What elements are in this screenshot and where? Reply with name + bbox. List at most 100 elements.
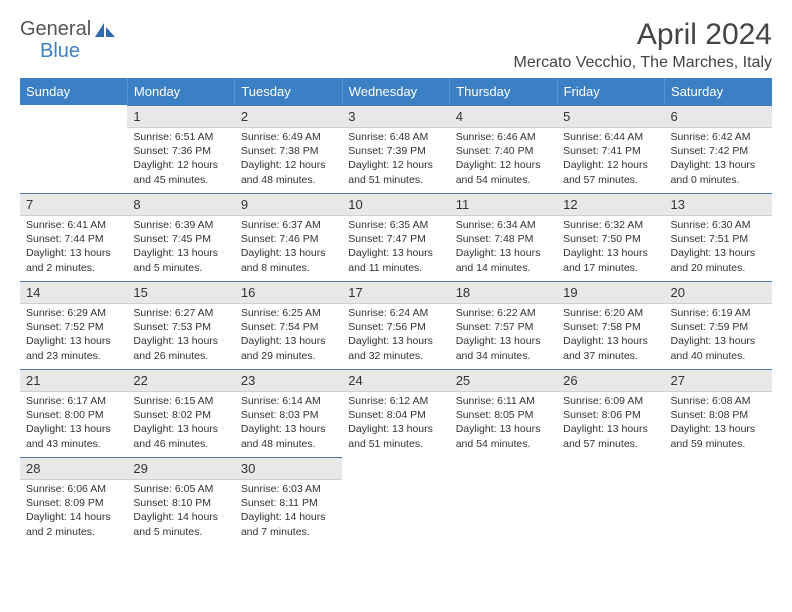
sunrise-line: Sunrise: 6:51 AM (133, 130, 228, 144)
calendar-day-cell: 25Sunrise: 6:11 AMSunset: 8:05 PMDayligh… (450, 369, 557, 457)
day-details: Sunrise: 6:20 AMSunset: 7:58 PMDaylight:… (557, 304, 664, 367)
calendar-week-row: 28Sunrise: 6:06 AMSunset: 8:09 PMDayligh… (20, 457, 772, 545)
sunset-line: Sunset: 8:11 PM (241, 496, 336, 510)
weekday-header: Saturday (665, 78, 772, 105)
day-details: Sunrise: 6:12 AMSunset: 8:04 PMDaylight:… (342, 392, 449, 455)
sunset-line: Sunset: 7:36 PM (133, 144, 228, 158)
sunset-line: Sunset: 7:40 PM (456, 144, 551, 158)
calendar-week-row: 7Sunrise: 6:41 AMSunset: 7:44 PMDaylight… (20, 193, 772, 281)
day-details: Sunrise: 6:17 AMSunset: 8:00 PMDaylight:… (20, 392, 127, 455)
sunset-line: Sunset: 8:06 PM (563, 408, 658, 422)
day-details: Sunrise: 6:19 AMSunset: 7:59 PMDaylight:… (665, 304, 772, 367)
day-number: 4 (450, 105, 557, 128)
daylight-line: Daylight: 13 hours and 32 minutes. (348, 334, 443, 362)
calendar-day-cell: 3Sunrise: 6:48 AMSunset: 7:39 PMDaylight… (342, 105, 449, 193)
weekday-header: Monday (127, 78, 234, 105)
calendar-day-cell: 14Sunrise: 6:29 AMSunset: 7:52 PMDayligh… (20, 281, 127, 369)
calendar-body: 1Sunrise: 6:51 AMSunset: 7:36 PMDaylight… (20, 105, 772, 545)
title-block: April 2024 Mercato Vecchio, The Marches,… (514, 18, 772, 72)
brand-logo: General Blue (20, 18, 115, 41)
sunset-line: Sunset: 7:58 PM (563, 320, 658, 334)
daylight-line: Daylight: 13 hours and 29 minutes. (241, 334, 336, 362)
daylight-line: Daylight: 13 hours and 59 minutes. (671, 422, 766, 450)
sunrise-line: Sunrise: 6:48 AM (348, 130, 443, 144)
calendar-day-cell: 23Sunrise: 6:14 AMSunset: 8:03 PMDayligh… (235, 369, 342, 457)
day-details: Sunrise: 6:44 AMSunset: 7:41 PMDaylight:… (557, 128, 664, 191)
calendar-week-row: 1Sunrise: 6:51 AMSunset: 7:36 PMDaylight… (20, 105, 772, 193)
sunset-line: Sunset: 8:10 PM (133, 496, 228, 510)
day-details: Sunrise: 6:22 AMSunset: 7:57 PMDaylight:… (450, 304, 557, 367)
sunrise-line: Sunrise: 6:37 AM (241, 218, 336, 232)
sunrise-line: Sunrise: 6:44 AM (563, 130, 658, 144)
day-number: 10 (342, 193, 449, 216)
sunset-line: Sunset: 8:09 PM (26, 496, 121, 510)
sunrise-line: Sunrise: 6:46 AM (456, 130, 551, 144)
sunrise-line: Sunrise: 6:03 AM (241, 482, 336, 496)
calendar-day-cell: 11Sunrise: 6:34 AMSunset: 7:48 PMDayligh… (450, 193, 557, 281)
daylight-line: Daylight: 14 hours and 2 minutes. (26, 510, 121, 538)
sunrise-line: Sunrise: 6:29 AM (26, 306, 121, 320)
calendar-table: SundayMondayTuesdayWednesdayThursdayFrid… (20, 78, 772, 545)
day-number: 17 (342, 281, 449, 304)
day-number: 24 (342, 369, 449, 392)
day-number: 25 (450, 369, 557, 392)
day-number: 16 (235, 281, 342, 304)
daylight-line: Daylight: 12 hours and 48 minutes. (241, 158, 336, 186)
daylight-line: Daylight: 13 hours and 54 minutes. (456, 422, 551, 450)
day-details: Sunrise: 6:25 AMSunset: 7:54 PMDaylight:… (235, 304, 342, 367)
day-number: 5 (557, 105, 664, 128)
calendar-day-cell (450, 457, 557, 545)
calendar-day-cell: 13Sunrise: 6:30 AMSunset: 7:51 PMDayligh… (665, 193, 772, 281)
day-details: Sunrise: 6:06 AMSunset: 8:09 PMDaylight:… (20, 480, 127, 543)
sunrise-line: Sunrise: 6:35 AM (348, 218, 443, 232)
sunset-line: Sunset: 7:38 PM (241, 144, 336, 158)
sunset-line: Sunset: 8:03 PM (241, 408, 336, 422)
day-details: Sunrise: 6:14 AMSunset: 8:03 PMDaylight:… (235, 392, 342, 455)
daylight-line: Daylight: 12 hours and 51 minutes. (348, 158, 443, 186)
calendar-week-row: 21Sunrise: 6:17 AMSunset: 8:00 PMDayligh… (20, 369, 772, 457)
daylight-line: Daylight: 13 hours and 14 minutes. (456, 246, 551, 274)
location-subtitle: Mercato Vecchio, The Marches, Italy (514, 54, 772, 72)
calendar-day-cell: 29Sunrise: 6:05 AMSunset: 8:10 PMDayligh… (127, 457, 234, 545)
calendar-day-cell: 4Sunrise: 6:46 AMSunset: 7:40 PMDaylight… (450, 105, 557, 193)
day-details: Sunrise: 6:35 AMSunset: 7:47 PMDaylight:… (342, 216, 449, 279)
sunset-line: Sunset: 7:48 PM (456, 232, 551, 246)
day-number: 2 (235, 105, 342, 128)
day-number: 3 (342, 105, 449, 128)
sunset-line: Sunset: 7:41 PM (563, 144, 658, 158)
calendar-day-cell: 10Sunrise: 6:35 AMSunset: 7:47 PMDayligh… (342, 193, 449, 281)
daylight-line: Daylight: 12 hours and 45 minutes. (133, 158, 228, 186)
calendar-day-cell: 8Sunrise: 6:39 AMSunset: 7:45 PMDaylight… (127, 193, 234, 281)
calendar-day-cell: 7Sunrise: 6:41 AMSunset: 7:44 PMDaylight… (20, 193, 127, 281)
day-details: Sunrise: 6:11 AMSunset: 8:05 PMDaylight:… (450, 392, 557, 455)
daylight-line: Daylight: 14 hours and 7 minutes. (241, 510, 336, 538)
sunset-line: Sunset: 7:47 PM (348, 232, 443, 246)
sunrise-line: Sunrise: 6:39 AM (133, 218, 228, 232)
sunrise-line: Sunrise: 6:42 AM (671, 130, 766, 144)
day-details: Sunrise: 6:30 AMSunset: 7:51 PMDaylight:… (665, 216, 772, 279)
sunset-line: Sunset: 7:46 PM (241, 232, 336, 246)
day-details: Sunrise: 6:51 AMSunset: 7:36 PMDaylight:… (127, 128, 234, 191)
sunset-line: Sunset: 7:56 PM (348, 320, 443, 334)
calendar-day-cell: 19Sunrise: 6:20 AMSunset: 7:58 PMDayligh… (557, 281, 664, 369)
daylight-line: Daylight: 13 hours and 26 minutes. (133, 334, 228, 362)
weekday-header: Tuesday (235, 78, 342, 105)
sunset-line: Sunset: 8:05 PM (456, 408, 551, 422)
day-number: 30 (235, 457, 342, 480)
day-details: Sunrise: 6:05 AMSunset: 8:10 PMDaylight:… (127, 480, 234, 543)
sunrise-line: Sunrise: 6:49 AM (241, 130, 336, 144)
daylight-line: Daylight: 13 hours and 23 minutes. (26, 334, 121, 362)
daylight-line: Daylight: 13 hours and 40 minutes. (671, 334, 766, 362)
sunrise-line: Sunrise: 6:27 AM (133, 306, 228, 320)
sunrise-line: Sunrise: 6:05 AM (133, 482, 228, 496)
brand-text-1: General (20, 18, 91, 41)
calendar-day-cell: 21Sunrise: 6:17 AMSunset: 8:00 PMDayligh… (20, 369, 127, 457)
day-number: 22 (127, 369, 234, 392)
day-number: 9 (235, 193, 342, 216)
sunset-line: Sunset: 7:53 PM (133, 320, 228, 334)
sunrise-line: Sunrise: 6:15 AM (133, 394, 228, 408)
day-number: 12 (557, 193, 664, 216)
calendar-day-cell (665, 457, 772, 545)
calendar-day-cell: 12Sunrise: 6:32 AMSunset: 7:50 PMDayligh… (557, 193, 664, 281)
calendar-day-cell: 1Sunrise: 6:51 AMSunset: 7:36 PMDaylight… (127, 105, 234, 193)
